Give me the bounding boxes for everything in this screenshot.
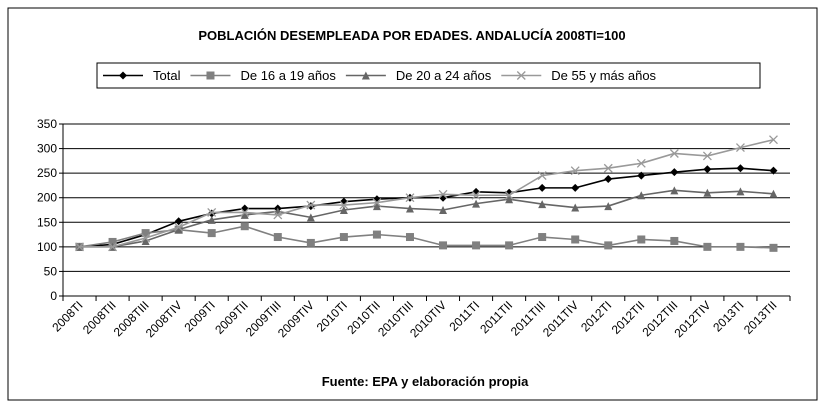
chart-title: POBLACIÓN DESEMPLEADA POR EDADES. ANDALU… — [198, 28, 625, 43]
data-point — [703, 242, 712, 251]
data-point — [538, 233, 547, 242]
data-point — [471, 190, 481, 200]
data-point — [306, 202, 315, 211]
data-point — [736, 187, 745, 196]
data-point — [769, 166, 778, 175]
data-point — [306, 238, 315, 247]
data-point — [174, 225, 183, 234]
legend-marker — [206, 71, 215, 80]
data-point — [538, 183, 547, 192]
data-point — [472, 199, 481, 208]
data-point — [703, 188, 712, 197]
legend-label: Total — [153, 68, 181, 83]
series-line — [79, 189, 774, 248]
data-point — [306, 213, 315, 222]
data-point — [108, 237, 117, 246]
source: Fuente: EPA y elaboración propia — [322, 374, 529, 389]
data-point — [736, 164, 745, 173]
data-point — [769, 135, 778, 145]
series-line — [79, 167, 774, 248]
series-line — [79, 225, 774, 249]
data-point — [207, 209, 216, 218]
legend-marker — [361, 71, 370, 80]
data-point — [372, 230, 381, 239]
data-point — [405, 193, 415, 203]
y-tick-label: 50 — [44, 264, 58, 278]
data-point — [570, 166, 580, 176]
data-point — [505, 241, 514, 250]
data-point — [736, 242, 745, 251]
data-point — [439, 241, 448, 250]
data-point — [637, 171, 646, 180]
data-point — [637, 235, 646, 244]
y-tick-label: 300 — [37, 142, 57, 156]
data-point — [670, 236, 679, 245]
data-point — [604, 241, 613, 250]
data-point — [240, 210, 249, 219]
data-point — [372, 198, 382, 208]
data-point — [273, 233, 282, 242]
data-point — [603, 163, 613, 173]
data-point — [75, 242, 84, 252]
data-point — [571, 183, 580, 192]
y-tick-label: 200 — [37, 191, 57, 205]
data-point — [207, 215, 216, 224]
data-point — [174, 222, 184, 232]
legend-label: De 16 a 19 años — [240, 68, 336, 83]
y-tick-label: 150 — [37, 215, 57, 229]
series-line — [79, 138, 774, 248]
y-tick-label: 350 — [37, 117, 57, 131]
y-tick-label: 0 — [50, 289, 57, 303]
data-point — [505, 195, 514, 204]
data-point — [306, 200, 316, 210]
legend-marker — [119, 71, 127, 80]
data-point — [703, 165, 712, 174]
legend-marker — [516, 71, 526, 80]
data-point — [141, 236, 150, 245]
data-point — [670, 168, 679, 177]
data-point — [537, 171, 547, 181]
data-point — [438, 189, 448, 199]
data-point — [670, 186, 679, 195]
data-point — [240, 207, 250, 217]
data-point — [735, 143, 745, 153]
data-point — [571, 235, 580, 244]
data-point — [207, 207, 217, 217]
data-point — [339, 206, 348, 214]
data-point — [769, 189, 778, 198]
data-point — [141, 229, 150, 238]
data-point — [372, 202, 381, 211]
data-point — [405, 233, 414, 242]
data-point — [604, 202, 613, 211]
y-tick-label: 100 — [37, 240, 57, 254]
data-point — [571, 203, 580, 212]
data-point — [174, 217, 183, 226]
data-point — [108, 242, 118, 252]
data-point — [637, 191, 646, 200]
data-point — [604, 175, 613, 184]
data-point — [669, 149, 679, 158]
data-point — [141, 233, 151, 243]
data-point — [273, 210, 283, 220]
data-point — [538, 200, 547, 209]
data-point — [339, 200, 349, 210]
data-point — [240, 222, 249, 231]
data-point — [636, 158, 646, 168]
data-point — [207, 229, 216, 238]
y-tick-label: 250 — [37, 166, 57, 180]
legend-label: De 20 a 24 años — [396, 68, 492, 83]
data-point — [702, 151, 712, 161]
data-point — [339, 233, 348, 242]
data-point — [504, 190, 514, 200]
legend-label: De 55 y más años — [551, 68, 656, 83]
data-point — [405, 204, 414, 213]
data-point — [472, 241, 481, 250]
data-point — [439, 206, 448, 214]
data-point — [769, 243, 778, 252]
